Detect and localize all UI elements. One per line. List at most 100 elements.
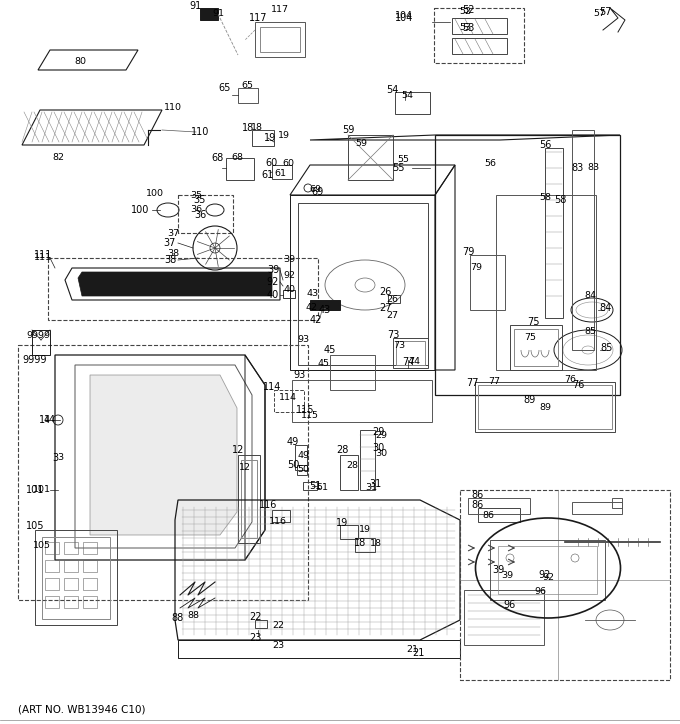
Bar: [272, 165, 292, 179]
Text: 23: 23: [249, 633, 261, 643]
Text: 117: 117: [271, 6, 289, 14]
Text: 35: 35: [194, 195, 206, 205]
Text: 43: 43: [307, 288, 319, 298]
Text: 30: 30: [375, 448, 387, 458]
Text: 39: 39: [267, 265, 279, 275]
Text: 39: 39: [283, 256, 295, 264]
Text: 12: 12: [239, 463, 251, 473]
Text: 61: 61: [274, 169, 286, 177]
Text: 40: 40: [267, 290, 279, 300]
Text: 83: 83: [572, 163, 584, 173]
Text: 51: 51: [309, 481, 321, 491]
Text: 89: 89: [524, 395, 536, 405]
Text: 19: 19: [264, 133, 276, 143]
Text: 53: 53: [462, 23, 474, 33]
Text: 37: 37: [164, 238, 176, 248]
Bar: [64, 542, 78, 554]
Bar: [330, 355, 375, 390]
Text: 14: 14: [39, 415, 51, 425]
Text: 85: 85: [601, 343, 613, 353]
Text: 80: 80: [74, 57, 86, 67]
Text: 65: 65: [219, 83, 231, 93]
Bar: [64, 596, 78, 608]
Bar: [572, 130, 594, 350]
Text: 105: 105: [33, 541, 51, 550]
Bar: [255, 620, 267, 628]
Text: 36: 36: [194, 210, 206, 220]
Bar: [42, 537, 110, 619]
Text: 45: 45: [324, 345, 336, 355]
Text: 31: 31: [369, 479, 381, 489]
Bar: [255, 22, 305, 57]
Bar: [496, 195, 596, 370]
Text: 100: 100: [131, 205, 149, 215]
Bar: [310, 300, 340, 310]
Text: 100: 100: [146, 188, 164, 198]
Text: 69: 69: [312, 187, 324, 197]
Text: 52: 52: [459, 7, 471, 17]
Bar: [478, 508, 520, 522]
Text: 92: 92: [283, 271, 295, 279]
Bar: [290, 195, 435, 370]
Bar: [178, 195, 233, 233]
Text: 56: 56: [484, 159, 496, 167]
Bar: [498, 546, 597, 594]
Bar: [48, 258, 318, 320]
Text: 31: 31: [365, 482, 377, 492]
Text: 86: 86: [472, 490, 484, 500]
Text: 69: 69: [309, 185, 321, 195]
Bar: [360, 430, 375, 490]
Bar: [272, 510, 290, 522]
Text: 18: 18: [370, 539, 382, 547]
Text: 114: 114: [262, 382, 282, 392]
Text: 19: 19: [278, 130, 290, 140]
Bar: [475, 382, 615, 432]
Text: 96: 96: [534, 587, 546, 597]
Text: 27: 27: [386, 311, 398, 319]
Text: 21: 21: [412, 648, 424, 658]
Text: 9999: 9999: [26, 330, 50, 340]
Bar: [393, 338, 428, 368]
Text: 110: 110: [191, 127, 209, 137]
Text: 38: 38: [167, 248, 179, 258]
Text: 42: 42: [310, 315, 322, 325]
Text: 79: 79: [470, 264, 482, 272]
Text: 101: 101: [33, 486, 51, 494]
Text: 14: 14: [44, 416, 56, 424]
Text: 26: 26: [379, 287, 391, 297]
Text: 36: 36: [190, 206, 202, 214]
Text: 49: 49: [297, 450, 309, 460]
Bar: [241, 460, 257, 538]
Text: 51: 51: [316, 482, 328, 492]
Text: 12: 12: [232, 445, 244, 455]
Text: 28: 28: [336, 445, 348, 455]
Text: 82: 82: [52, 153, 64, 161]
Bar: [260, 27, 300, 52]
Text: 88: 88: [172, 613, 184, 623]
Text: 117: 117: [249, 13, 267, 23]
Bar: [83, 596, 97, 608]
Text: 39: 39: [501, 571, 513, 579]
Bar: [545, 148, 563, 318]
Text: 68: 68: [212, 153, 224, 163]
Text: 73: 73: [393, 340, 405, 350]
Text: 77: 77: [466, 378, 478, 388]
Bar: [348, 135, 393, 180]
Bar: [340, 455, 358, 490]
Text: 84: 84: [584, 292, 596, 300]
Text: 74: 74: [408, 358, 420, 366]
Text: 38: 38: [164, 255, 176, 265]
Text: 18: 18: [251, 122, 263, 132]
Bar: [200, 8, 218, 20]
Text: 111: 111: [34, 250, 52, 260]
Bar: [45, 560, 59, 572]
Text: 54: 54: [386, 85, 398, 95]
Text: 93: 93: [294, 370, 306, 380]
Text: 101: 101: [26, 485, 44, 495]
Bar: [83, 560, 97, 572]
Text: 91: 91: [212, 9, 224, 19]
Text: 58: 58: [554, 195, 566, 205]
Bar: [297, 465, 307, 475]
Text: 21: 21: [406, 646, 418, 654]
Bar: [238, 88, 258, 103]
